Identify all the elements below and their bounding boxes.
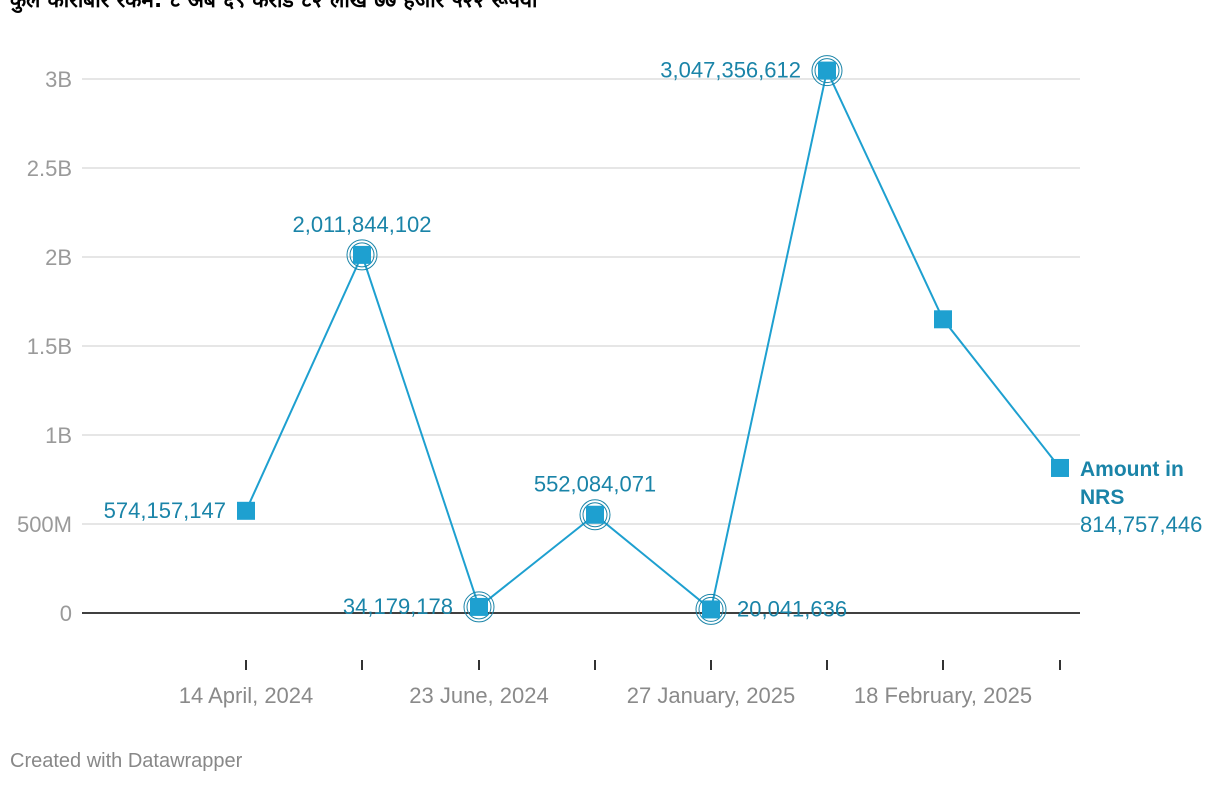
x-tick-label: 18 February, 2025: [854, 683, 1032, 708]
data-point-marker: [1051, 458, 1069, 477]
highlight-ring-outer: [695, 593, 727, 625]
highlight-ring-inner: [698, 596, 724, 622]
series-name-label: NRS: [1080, 486, 1124, 509]
y-tick-label: 2B: [45, 245, 72, 270]
highlight-ring-outer: [346, 239, 378, 271]
data-point-marker: [818, 61, 836, 80]
series-name-label: Amount in: [1080, 458, 1184, 481]
highlight-ring-outer: [579, 499, 611, 531]
data-point-marker: [702, 600, 720, 619]
datawrapper-credit[interactable]: Created with Datawrapper: [10, 750, 243, 772]
y-tick-label: 2.5B: [27, 156, 72, 181]
data-label: 20,041,636: [737, 596, 847, 621]
y-tick-label: 1B: [45, 423, 72, 448]
highlight-ring-outer: [463, 591, 495, 623]
y-tick-label: 500M: [17, 512, 72, 537]
series-line: [245, 67, 1061, 612]
highlight-ring-inner: [466, 594, 492, 620]
y-tick-label: 3B: [45, 67, 72, 92]
data-point-marker: [470, 597, 488, 616]
data-point-marker: [353, 245, 371, 264]
data-point-marker: [237, 501, 255, 520]
data-label: 2,011,844,102: [292, 212, 431, 237]
y-tick-label: 1.5B: [27, 334, 72, 359]
x-tick-label: 27 January, 2025: [627, 683, 795, 708]
y-tick-label: 0: [60, 601, 72, 626]
data-label: 574,157,147: [104, 498, 226, 523]
highlight-ring-inner: [582, 502, 608, 528]
highlight-ring-outer: [811, 55, 843, 87]
highlight-ring-inner: [814, 58, 840, 84]
data-point-marker: [586, 505, 604, 524]
highlight-ring-inner: [349, 242, 375, 268]
line-chart: 0 500M 1B 1.5B 2B 2.5B 3B 14 April, 2024 23 June…: [17, 55, 1202, 708]
data-label: 3,047,356,612: [660, 58, 801, 83]
data-point-marker: [934, 310, 952, 329]
data-label: 814,757,446: [1080, 512, 1202, 537]
x-tick-label: 23 June, 2024: [409, 683, 548, 708]
data-label: 34,179,178: [343, 594, 453, 619]
chart-title: कुल कारोबार रकम: ८ अर्ब ६९ करोड ८२ लाख ७…: [10, 0, 538, 12]
x-tick-label: 14 April, 2024: [179, 683, 314, 708]
data-label: 552,084,071: [534, 472, 656, 497]
